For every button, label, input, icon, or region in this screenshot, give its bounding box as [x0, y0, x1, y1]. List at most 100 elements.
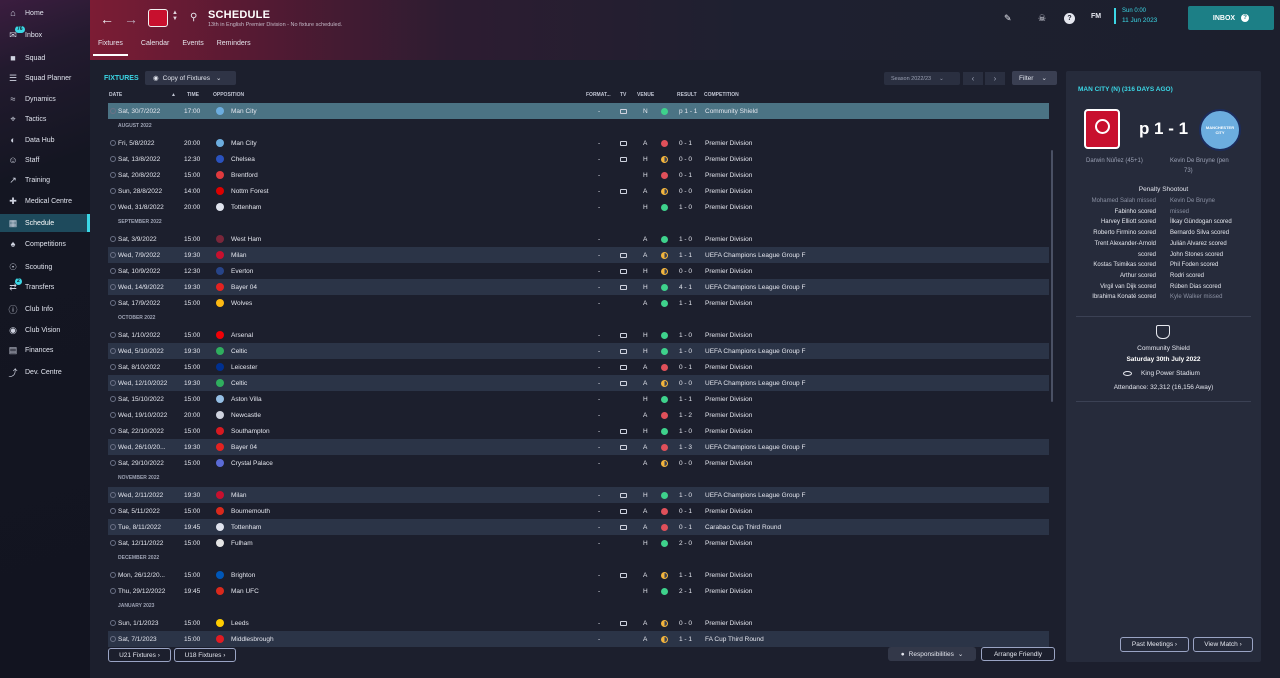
row-select-toggle[interactable] — [110, 332, 116, 338]
fixture-row[interactable]: Wed, 5/10/2022 19:30 Celtic - H 1 - 0 UEFA Cha… — [108, 343, 1049, 359]
row-select-toggle[interactable] — [110, 540, 116, 546]
fixture-result[interactable]: 1 - 0 — [679, 491, 693, 499]
fixture-result[interactable]: 1 - 0 — [679, 203, 693, 211]
past-meetings-button[interactable]: Past Meetings › — [1120, 637, 1189, 652]
fixture-result[interactable]: 1 - 1 — [679, 635, 693, 643]
fixture-row[interactable]: Tue, 8/11/2022 19:45 Tottenham - A 0 - 1 Carab… — [108, 519, 1049, 535]
fixture-result[interactable]: 1 - 1 — [679, 251, 693, 259]
row-select-toggle[interactable] — [110, 428, 116, 434]
column-header-time[interactable]: TIME — [187, 92, 199, 98]
fixture-row[interactable]: Sat, 10/9/2022 12:30 Everton - H 0 - 0 Premier… — [108, 263, 1049, 279]
fm-menu-button[interactable]: FM — [1091, 13, 1102, 20]
sidebar-item-tactics[interactable]: ⌖ Tactics — [0, 110, 90, 128]
fixture-result[interactable]: 0 - 1 — [679, 523, 693, 531]
sidebar-item-medical-centre[interactable]: ✚ Medical Centre — [0, 192, 90, 210]
fixture-result[interactable]: 2 - 1 — [679, 587, 693, 595]
fixture-row[interactable]: Sun, 28/8/2022 14:00 Nottm Forest - A 0 - 0 Pr… — [108, 183, 1049, 199]
fixture-competition[interactable]: UEFA Champions League Group F — [705, 251, 806, 259]
fixture-result[interactable]: 1 - 0 — [679, 347, 693, 355]
fixture-row[interactable]: Wed, 2/11/2022 19:30 Milan - H 1 - 0 UEFA Cham… — [108, 487, 1049, 503]
fixture-row[interactable]: Mon, 26/12/20... 15:00 Brighton - A 1 - 1 Prem… — [108, 567, 1049, 583]
sidebar-item-staff[interactable]: ☺ Staff — [0, 151, 90, 169]
tab-fixtures[interactable]: Fixtures — [93, 40, 128, 56]
row-select-toggle[interactable] — [110, 508, 116, 514]
fixture-row[interactable]: Sat, 12/11/2022 15:00 Fulham - H 2 - 0 Premier… — [108, 535, 1049, 551]
filter-button[interactable]: Filter ⌄ — [1012, 71, 1057, 85]
column-header-opposition[interactable]: OPPOSITION — [213, 92, 245, 98]
opponent-name[interactable]: Man UFC — [231, 587, 259, 595]
fixture-row[interactable]: Sat, 8/10/2022 15:00 Leicester - A 0 - 1 Premi… — [108, 359, 1049, 375]
column-header-result[interactable]: RESULT — [677, 92, 697, 98]
opponent-name[interactable]: Tottenham — [231, 523, 262, 531]
opponent-name[interactable]: Middlesbrough — [231, 635, 274, 643]
view-match-button[interactable]: View Match › — [1193, 637, 1253, 652]
fixture-row[interactable]: Sat, 17/9/2022 15:00 Wolves - A 1 - 1 Premier … — [108, 295, 1049, 311]
column-header-competition[interactable]: COMPETITION — [704, 92, 739, 98]
fixture-row[interactable]: Sat, 5/11/2022 15:00 Bournemouth - A 0 - 1 Pre… — [108, 503, 1049, 519]
fixture-competition[interactable]: Premier Division — [705, 411, 753, 419]
fixture-result[interactable]: 1 - 1 — [679, 571, 693, 579]
fixture-row[interactable]: Sat, 13/8/2022 12:30 Chelsea - H 0 - 0 Premier… — [108, 151, 1049, 167]
opponent-name[interactable]: Bournemouth — [231, 507, 271, 515]
fixture-result[interactable]: 0 - 1 — [679, 507, 693, 515]
row-select-toggle[interactable] — [110, 524, 116, 530]
arrange-friendly-button[interactable]: Arrange Friendly — [981, 647, 1055, 661]
fixture-competition[interactable]: UEFA Champions League Group F — [705, 443, 806, 451]
opponent-name[interactable]: Tottenham — [231, 203, 262, 211]
view-selector-button[interactable]: ◉ Copy of Fixtures ⌄ — [145, 71, 236, 85]
row-select-toggle[interactable] — [110, 380, 116, 386]
row-select-toggle[interactable] — [110, 620, 116, 626]
row-select-toggle[interactable] — [110, 140, 116, 146]
fixture-competition[interactable]: Community Shield — [705, 107, 758, 115]
column-header-venue[interactable]: VENUE — [637, 92, 655, 98]
row-select-toggle[interactable] — [110, 572, 116, 578]
game-date[interactable]: Sun 0:00 11 Jun 2023 — [1114, 8, 1157, 24]
fixture-result[interactable]: 0 - 1 — [679, 363, 693, 371]
sidebar-item-finances[interactable]: ▤ Finances — [0, 341, 90, 359]
opponent-name[interactable]: Brighton — [231, 571, 256, 579]
u18-fixtures-button[interactable]: U18 Fixtures › — [174, 648, 236, 662]
fixture-competition[interactable]: Premier Division — [705, 187, 753, 195]
fixture-result[interactable]: 0 - 0 — [679, 619, 693, 627]
fixture-row[interactable]: Wed, 14/9/2022 19:30 Bayer 04 - H 4 - 1 UEFA C… — [108, 279, 1049, 295]
edit-icon[interactable]: ✎ — [1004, 13, 1012, 23]
fixture-result[interactable]: 0 - 0 — [679, 379, 693, 387]
fixture-row[interactable]: Fri, 5/8/2022 20:00 Man City - A 0 - 1 Premier… — [108, 135, 1049, 151]
opponent-name[interactable]: Aston Villa — [231, 395, 262, 403]
fixture-row[interactable]: Sat, 15/10/2022 15:00 Aston Villa - H 1 - 1 Pr… — [108, 391, 1049, 407]
fixture-competition[interactable]: Premier Division — [705, 267, 753, 275]
column-header-tv[interactable]: TV — [620, 92, 627, 98]
prev-season-button[interactable]: ‹ — [963, 72, 983, 85]
fixture-result[interactable]: 0 - 1 — [679, 139, 693, 147]
row-select-toggle[interactable] — [110, 188, 116, 194]
opponent-name[interactable]: Leicester — [231, 363, 258, 371]
sidebar-item-dev-centre[interactable]: ⤴ Dev. Centre — [0, 363, 90, 381]
fixture-result[interactable]: 1 - 1 — [679, 395, 693, 403]
row-select-toggle[interactable] — [110, 636, 116, 642]
opponent-name[interactable]: Fulham — [231, 539, 253, 547]
back-arrow-icon[interactable]: ← — [100, 11, 114, 27]
fixture-row[interactable]: Sat, 3/9/2022 15:00 West Ham - A 1 - 0 Premier… — [108, 231, 1049, 247]
fixture-result[interactable]: p 1 - 1 — [679, 107, 698, 115]
u21-fixtures-button[interactable]: U21 Fixtures › — [108, 648, 171, 662]
scrollbar[interactable] — [1051, 150, 1053, 402]
opponent-name[interactable]: Milan — [231, 491, 247, 499]
fixture-competition[interactable]: Premier Division — [705, 203, 753, 211]
sidebar-item-training[interactable]: ↗ Training — [0, 171, 90, 189]
row-select-toggle[interactable] — [110, 492, 116, 498]
row-select-toggle[interactable] — [110, 460, 116, 466]
sidebar-item-schedule[interactable]: ▦ Schedule — [0, 214, 90, 232]
fixture-competition[interactable]: Premier Division — [705, 427, 753, 435]
opponent-name[interactable]: Wolves — [231, 299, 253, 307]
sidebar-item-club-vision[interactable]: ◉ Club Vision — [0, 321, 90, 339]
opponent-name[interactable]: Brentford — [231, 171, 258, 179]
fixture-competition[interactable]: UEFA Champions League Group F — [705, 491, 806, 499]
fixture-result[interactable]: 2 - 0 — [679, 539, 693, 547]
opponent-name[interactable]: Celtic — [231, 347, 248, 355]
sidebar-item-dynamics[interactable]: ≈ Dynamics — [0, 90, 90, 108]
fixture-result[interactable]: 1 - 2 — [679, 411, 693, 419]
fixture-result[interactable]: 0 - 0 — [679, 155, 693, 163]
season-selector[interactable]: Season 2022/23 ⌄ — [884, 72, 960, 85]
fixture-row[interactable]: Wed, 31/8/2022 20:00 Tottenham - H 1 - 0 Premi… — [108, 199, 1049, 215]
opponent-name[interactable]: Bayer 04 — [231, 443, 258, 451]
